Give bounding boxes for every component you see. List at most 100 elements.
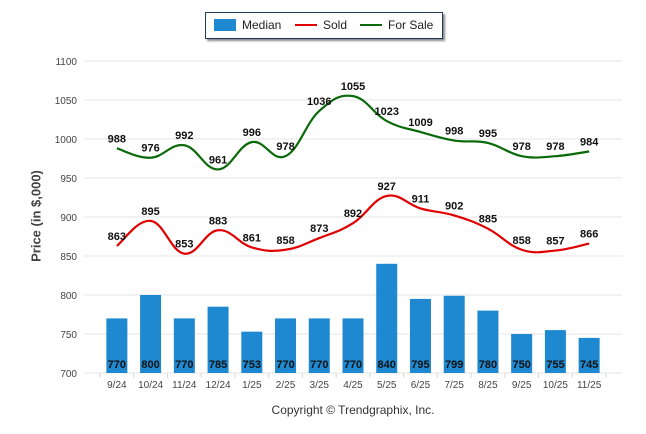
line-sold: [116, 194, 590, 255]
legend-item-sold[interactable]: Sold: [295, 18, 347, 32]
data-label: 911: [412, 193, 430, 205]
bar: [173, 318, 195, 373]
x-tick-label: 12/24: [206, 380, 231, 391]
copyright: Copyright © Trendgraphix, Inc.: [271, 403, 435, 417]
bar: [207, 306, 229, 373]
y-tick-label: 700: [60, 369, 77, 380]
data-label: 1023: [374, 106, 398, 118]
data-label: 996: [243, 127, 261, 139]
data-label: 863: [108, 231, 126, 243]
x-tick-label: 3/25: [310, 380, 330, 391]
data-label: 978: [512, 141, 530, 153]
data-label: 995: [479, 128, 497, 140]
data-label: 992: [175, 130, 193, 142]
bar: [477, 310, 499, 373]
data-label: 858: [512, 235, 530, 247]
bar: [275, 318, 297, 373]
lines: [116, 94, 590, 255]
legend-item-for-sale[interactable]: For Sale: [360, 18, 433, 32]
x-tick-label: 8/25: [478, 380, 498, 391]
bars-median: [106, 263, 600, 373]
data-label: 976: [141, 143, 159, 155]
x-tick-label: 1/25: [242, 380, 262, 391]
bar-label: 780: [479, 359, 497, 371]
legend-label: For Sale: [388, 18, 434, 32]
data-label: 892: [344, 208, 362, 220]
data-label: 858: [276, 235, 294, 247]
y-tick-label: 950: [60, 174, 77, 185]
y-tick-label: 750: [60, 330, 77, 341]
data-label: 873: [310, 223, 328, 235]
bar-label: 840: [378, 359, 396, 371]
x-tick-label: 10/25: [543, 380, 568, 391]
bar-label: 770: [108, 359, 126, 371]
bar: [106, 318, 128, 373]
legend-item-median[interactable]: Median: [214, 18, 281, 32]
data-label: 1055: [341, 81, 365, 93]
bar: [409, 298, 431, 373]
median-swatch-icon: [214, 19, 236, 31]
bar-label: 745: [580, 359, 598, 371]
bar-label: 800: [141, 359, 159, 371]
legend-label: Median: [242, 18, 282, 32]
bar: [376, 263, 398, 373]
for-sale-line-icon: [360, 24, 382, 26]
bar-label: 770: [276, 359, 294, 371]
sold-line-icon: [295, 24, 317, 26]
bar: [544, 330, 566, 373]
gridlines: [84, 60, 622, 374]
x-axis-ticks: 9/24 10/24 11/24 12/24 1/25 2/25 3/25 4/25 5/25 6…: [99, 373, 607, 391]
data-label: 895: [141, 206, 159, 218]
data-label: 866: [580, 229, 598, 241]
y-tick-label: 800: [60, 291, 77, 302]
y-axis-label: Price (in $,000): [28, 170, 44, 262]
data-label: 984: [580, 136, 599, 148]
data-label: 978: [276, 141, 294, 153]
bar-label: 753: [243, 359, 261, 371]
data-label: 961: [209, 154, 227, 166]
data-label: 885: [479, 214, 497, 226]
x-tick-label: 4/25: [343, 380, 363, 391]
bar-labels: 770 800 770 785 753 770 770 770 840 795 799 780 750 7…: [108, 359, 599, 371]
x-tick-label: 11/24: [172, 380, 197, 391]
bar-label: 770: [175, 359, 193, 371]
data-label: 1036: [307, 96, 331, 108]
x-tick-label: 9/25: [512, 380, 532, 391]
data-label: 857: [546, 236, 564, 248]
data-label: 927: [378, 181, 396, 193]
bar-label: 785: [209, 359, 227, 371]
x-tick-label: 9/24: [107, 380, 127, 391]
x-tick-label: 7/25: [444, 380, 464, 391]
y-tick-label: 1050: [55, 96, 78, 107]
x-tick-label: 11/25: [577, 380, 602, 391]
line-labels: 863 895 853 883 861 858 873 892 927 911 902 885 858 8…: [108, 81, 600, 251]
data-label: 978: [546, 141, 564, 153]
bar-label: 750: [512, 359, 530, 371]
y-tick-label: 1100: [55, 57, 77, 68]
bar: [578, 337, 600, 373]
bar: [140, 295, 162, 373]
x-tick-label: 10/24: [138, 380, 163, 391]
y-tick-label: 850: [60, 252, 77, 263]
data-label: 998: [445, 126, 463, 138]
data-label: 853: [175, 239, 193, 251]
bar: [443, 295, 465, 373]
y-axis-ticks: 700 750 800 850 900 950 1000 1050 1100: [55, 57, 78, 380]
x-tick-label: 5/25: [377, 380, 397, 391]
y-tick-label: 1000: [55, 135, 78, 146]
line-for-sale: [116, 94, 590, 171]
legend-label: Sold: [323, 18, 348, 32]
bar-label: 770: [344, 359, 362, 371]
legend: Median Sold For Sale: [205, 12, 443, 39]
bar-label: 755: [546, 359, 564, 371]
bar: [241, 331, 263, 373]
x-tick-label: 2/25: [276, 380, 296, 391]
data-label: 902: [445, 200, 463, 212]
data-label: 861: [243, 232, 261, 244]
data-label: 883: [209, 215, 227, 227]
x-tick-label: 6/25: [411, 380, 431, 391]
data-label: 988: [108, 133, 126, 145]
bar-label: 799: [445, 359, 463, 371]
bar-label: 770: [310, 359, 328, 371]
